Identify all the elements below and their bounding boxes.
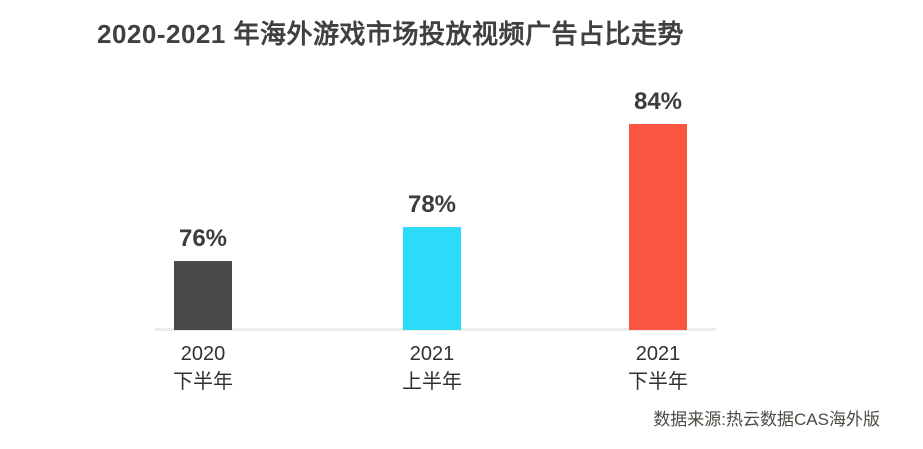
x-axis-category-label: 2021 下半年 [628, 340, 688, 396]
x-axis-category-line: 下半年 [628, 371, 688, 393]
x-axis-category-line: 上半年 [402, 371, 462, 393]
data-source-note: 数据来源:热云数据CAS海外版 [653, 410, 880, 429]
chart-title: 2020-2021 年海外游戏市场投放视频广告占比走势 [97, 19, 685, 49]
bar-value-label: 84% [633, 88, 683, 115]
bar-group: 84% 2021 下半年 [628, 0, 688, 394]
x-axis-category-label: 2020 下半年 [173, 340, 233, 396]
x-axis-category-line: 2021 [635, 343, 681, 365]
bar [629, 124, 687, 330]
bar-group: 78% 2021 上半年 [402, 0, 462, 394]
bar-value-label: 76% [178, 225, 228, 252]
x-axis-category-label: 2021 上半年 [402, 340, 462, 396]
bar-group: 76% 2020 下半年 [173, 0, 233, 394]
x-axis-category-line: 2020 [180, 343, 226, 365]
x-axis-category-line: 下半年 [173, 371, 233, 393]
bar [174, 261, 232, 330]
bar [403, 227, 461, 330]
x-axis-category-line: 2021 [409, 343, 455, 365]
bar-value-label: 78% [407, 191, 457, 218]
